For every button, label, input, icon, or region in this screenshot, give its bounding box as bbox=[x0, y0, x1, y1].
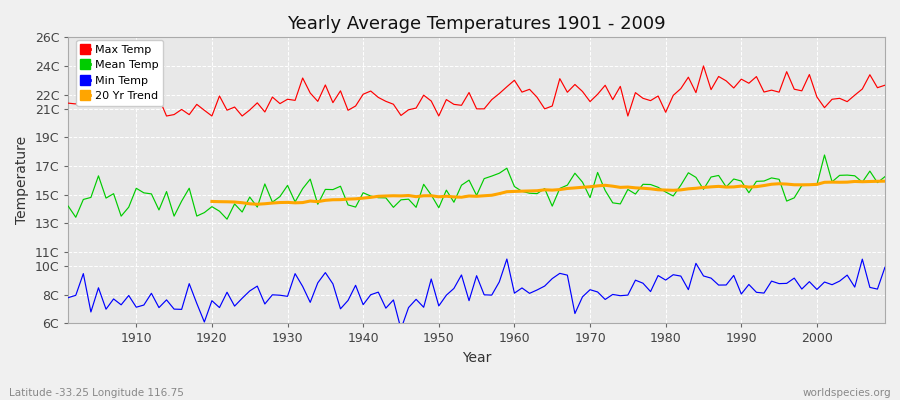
Legend: Max Temp, Mean Temp, Min Temp, 20 Yr Trend: Max Temp, Mean Temp, Min Temp, 20 Yr Tre… bbox=[76, 40, 163, 106]
X-axis label: Year: Year bbox=[462, 351, 491, 365]
Text: worldspecies.org: worldspecies.org bbox=[803, 388, 891, 398]
Y-axis label: Temperature: Temperature bbox=[15, 136, 29, 224]
Title: Yearly Average Temperatures 1901 - 2009: Yearly Average Temperatures 1901 - 2009 bbox=[287, 15, 666, 33]
Text: Latitude -33.25 Longitude 116.75: Latitude -33.25 Longitude 116.75 bbox=[9, 388, 184, 398]
